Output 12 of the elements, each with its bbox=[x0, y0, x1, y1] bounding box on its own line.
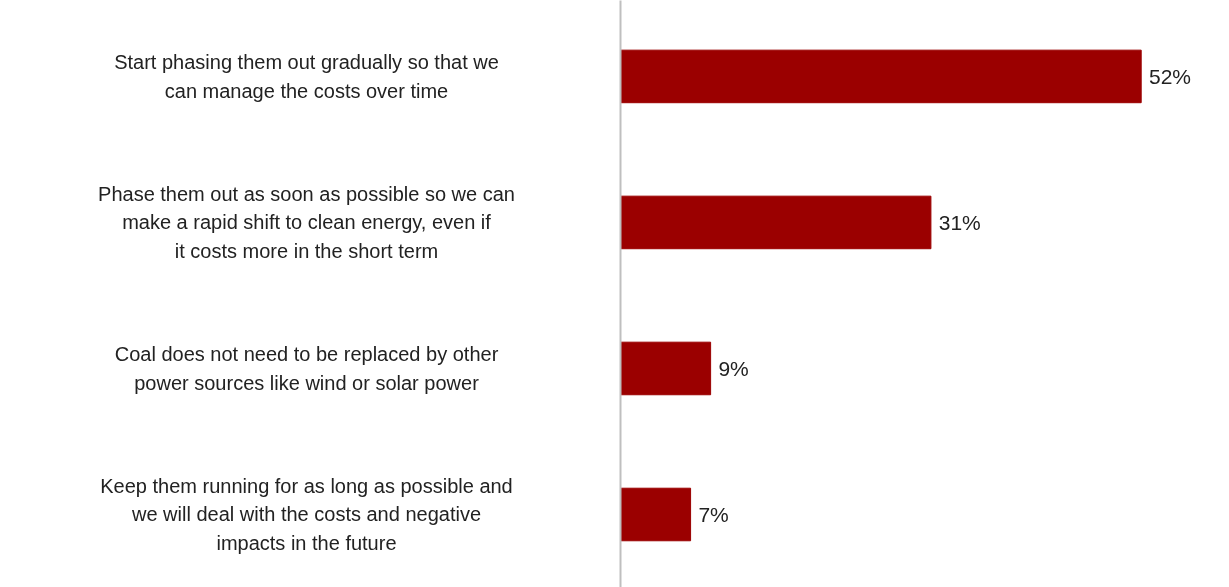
y-tick-label: Coal does not need to be replaced by other power sources like wind or solar power bbox=[114, 343, 499, 394]
data-label: 9% bbox=[718, 356, 749, 380]
bar bbox=[620, 49, 1142, 104]
y-tick-label: Start phasing them out gradually so that we can manage the costs over time bbox=[114, 51, 499, 102]
y-tick-label: Phase them out as soon as possible so we can make a rapid shift to clean energy, even if it costs more in the short term bbox=[98, 182, 515, 263]
bar bbox=[620, 341, 712, 396]
data-label: 7% bbox=[698, 502, 729, 526]
data-label: 31% bbox=[938, 210, 981, 234]
y-tick-label: Keep them running for as long as possible and we will deal with the costs and negative impacts in the future bbox=[100, 474, 513, 555]
bar bbox=[620, 487, 692, 542]
bar bbox=[620, 195, 932, 250]
data-label: 52% bbox=[1149, 64, 1192, 88]
